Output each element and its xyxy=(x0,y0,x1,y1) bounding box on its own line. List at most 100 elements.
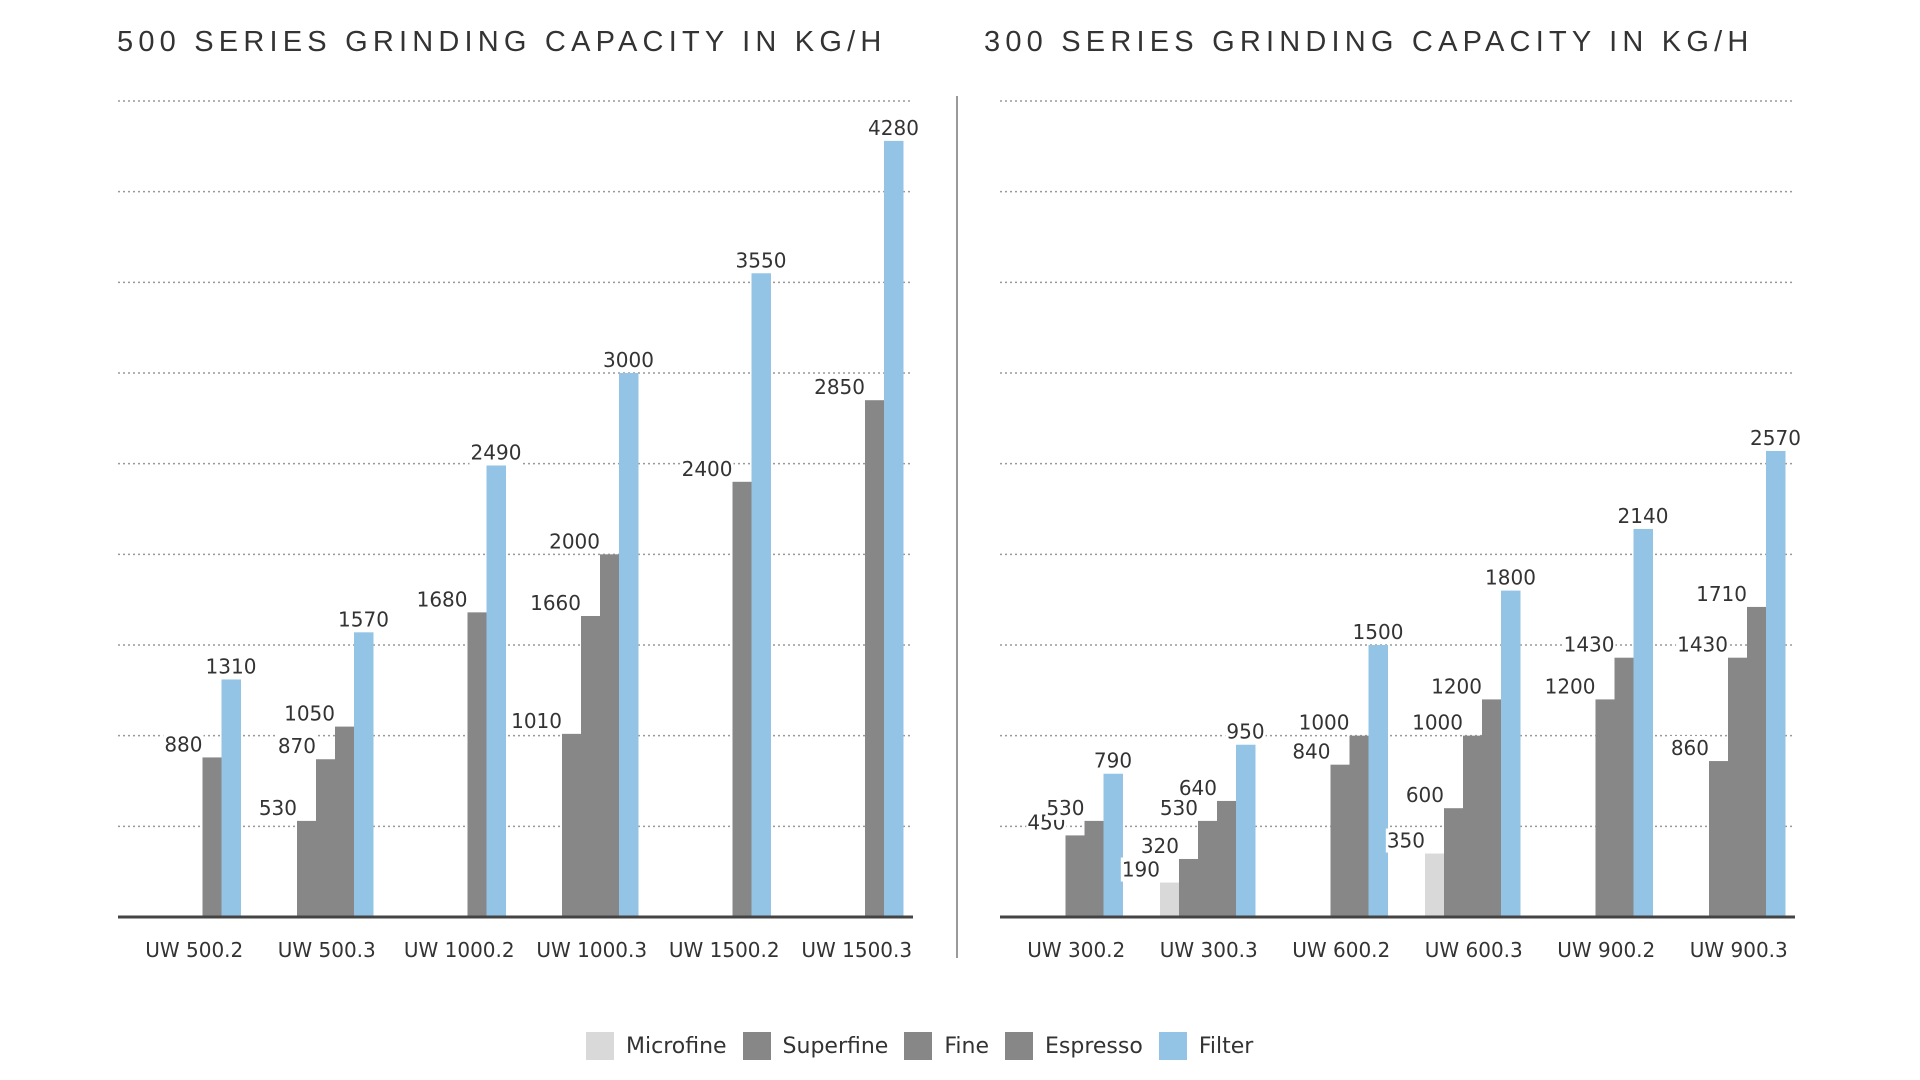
data-label-backing xyxy=(1616,503,1670,528)
data-label: 350 xyxy=(1387,829,1425,853)
legend-label-microfine: Microfine xyxy=(626,1033,727,1059)
data-label-backing xyxy=(469,440,523,465)
data-label: 3550 xyxy=(736,248,787,272)
x-tick-label: UW 900.3 xyxy=(1690,938,1788,962)
data-label: 1660 xyxy=(530,591,581,615)
legend-swatch-superfine xyxy=(742,1032,771,1060)
x-tick-label: UW 900.2 xyxy=(1557,938,1655,962)
x-tick-label: UW 500.2 xyxy=(145,938,243,962)
data-label-backing xyxy=(1562,632,1616,657)
bar-fine xyxy=(1595,699,1615,917)
data-label-backing xyxy=(415,587,469,612)
data-label-backing xyxy=(1297,710,1351,735)
data-label: 860 xyxy=(1671,736,1709,760)
bar-fine xyxy=(1330,764,1350,917)
legend-label-fine: Fine xyxy=(944,1033,989,1059)
data-label-backing xyxy=(548,529,601,554)
bar-superfine xyxy=(1444,808,1464,917)
x-tick-label: UW 1500.2 xyxy=(669,938,780,962)
bar-filter xyxy=(619,373,639,917)
data-label-backing xyxy=(813,375,866,400)
bar-espresso xyxy=(1217,800,1237,917)
data-label-backing xyxy=(163,732,204,757)
bar-filter xyxy=(1633,528,1653,917)
legend-label-superfine: Superfine xyxy=(782,1033,889,1059)
data-label-backing xyxy=(1404,783,1445,808)
data-label: 2850 xyxy=(814,375,865,399)
data-label: 190 xyxy=(1122,858,1160,882)
data-label: 1430 xyxy=(1564,633,1615,657)
legend-swatch-microfine xyxy=(586,1032,614,1060)
bar-filter xyxy=(486,465,506,917)
data-label: 1680 xyxy=(417,587,468,611)
data-label-backing xyxy=(276,734,317,759)
data-label-backing xyxy=(602,348,655,372)
data-label: 1710 xyxy=(1696,582,1747,606)
data-label: 790 xyxy=(1094,749,1132,773)
x-tick-label: UW 300.3 xyxy=(1160,938,1258,962)
bar-espresso xyxy=(1482,699,1502,917)
legend-label-filter: Filter xyxy=(1198,1033,1254,1059)
data-label-backing xyxy=(257,795,298,820)
legend-item-superfine: Superfine xyxy=(742,1032,889,1060)
bar-espresso xyxy=(1747,606,1767,917)
x-tick-label: UW 1500.3 xyxy=(801,938,912,962)
data-label-backing xyxy=(204,654,258,679)
chart-title-300-series: 300 SERIES GRINDING CAPACITY IN KG/H xyxy=(984,26,1754,58)
x-tick-label: UW 600.3 xyxy=(1425,938,1523,962)
data-label: 1570 xyxy=(338,607,389,631)
data-label: 2400 xyxy=(682,457,733,481)
data-label-backing xyxy=(680,456,734,481)
legend-swatch-fine xyxy=(904,1032,933,1060)
data-label-backing xyxy=(1225,719,1266,744)
data-label-backing xyxy=(1484,565,1537,590)
bar-espresso xyxy=(202,757,222,917)
legend-swatch-filter xyxy=(1158,1032,1187,1060)
data-label: 1000 xyxy=(1412,711,1463,735)
bar-filter xyxy=(1501,590,1521,917)
bar-microfine xyxy=(1160,882,1180,917)
data-label-backing xyxy=(1120,857,1161,882)
data-label-backing xyxy=(1385,828,1426,853)
bar-filter xyxy=(354,632,374,917)
data-label-backing xyxy=(1177,775,1218,800)
bar-microfine xyxy=(1425,853,1445,917)
data-label: 530 xyxy=(1046,796,1084,820)
data-label: 2570 xyxy=(1750,426,1801,450)
x-tick-label: UW 600.2 xyxy=(1292,938,1390,962)
data-label-backing xyxy=(1411,710,1464,735)
data-label: 1000 xyxy=(1299,711,1350,735)
legend-item-espresso: Espresso xyxy=(1005,1032,1143,1060)
data-label-backing xyxy=(1291,739,1332,764)
data-label: 1430 xyxy=(1677,633,1728,657)
data-label: 840 xyxy=(1292,740,1330,764)
bar-filter xyxy=(1103,773,1123,917)
data-label-backing xyxy=(1351,620,1405,644)
bar-espresso xyxy=(467,612,487,917)
data-label-backing xyxy=(867,115,920,140)
bar-superfine xyxy=(1709,761,1729,917)
bar-superfine xyxy=(297,820,317,917)
x-tick-label: UW 500.3 xyxy=(278,938,376,962)
x-tick-label: UW 1000.2 xyxy=(404,938,515,962)
data-label: 1010 xyxy=(511,709,562,733)
data-label: 1500 xyxy=(1353,620,1404,644)
bar-superfine xyxy=(1179,858,1199,917)
chart-500-series: 880 1310 UW 500.2 530 870 1050 1570 UW 500.3 168… xyxy=(118,100,920,962)
legend-label-espresso: Espresso xyxy=(1045,1033,1143,1059)
data-label-backing xyxy=(337,607,390,632)
bar-fine xyxy=(1463,735,1483,917)
bar-fine xyxy=(316,759,336,917)
data-label-backing xyxy=(1669,736,1710,761)
data-label-backing xyxy=(1092,748,1134,773)
legend-swatch-espresso xyxy=(1005,1032,1033,1060)
data-label: 2000 xyxy=(549,529,600,553)
bar-espresso xyxy=(1349,735,1369,917)
data-label-backing xyxy=(1139,833,1180,858)
bar-filter xyxy=(751,273,771,917)
data-label: 950 xyxy=(1226,720,1264,744)
bar-espresso xyxy=(865,400,885,917)
data-label: 320 xyxy=(1141,834,1179,858)
